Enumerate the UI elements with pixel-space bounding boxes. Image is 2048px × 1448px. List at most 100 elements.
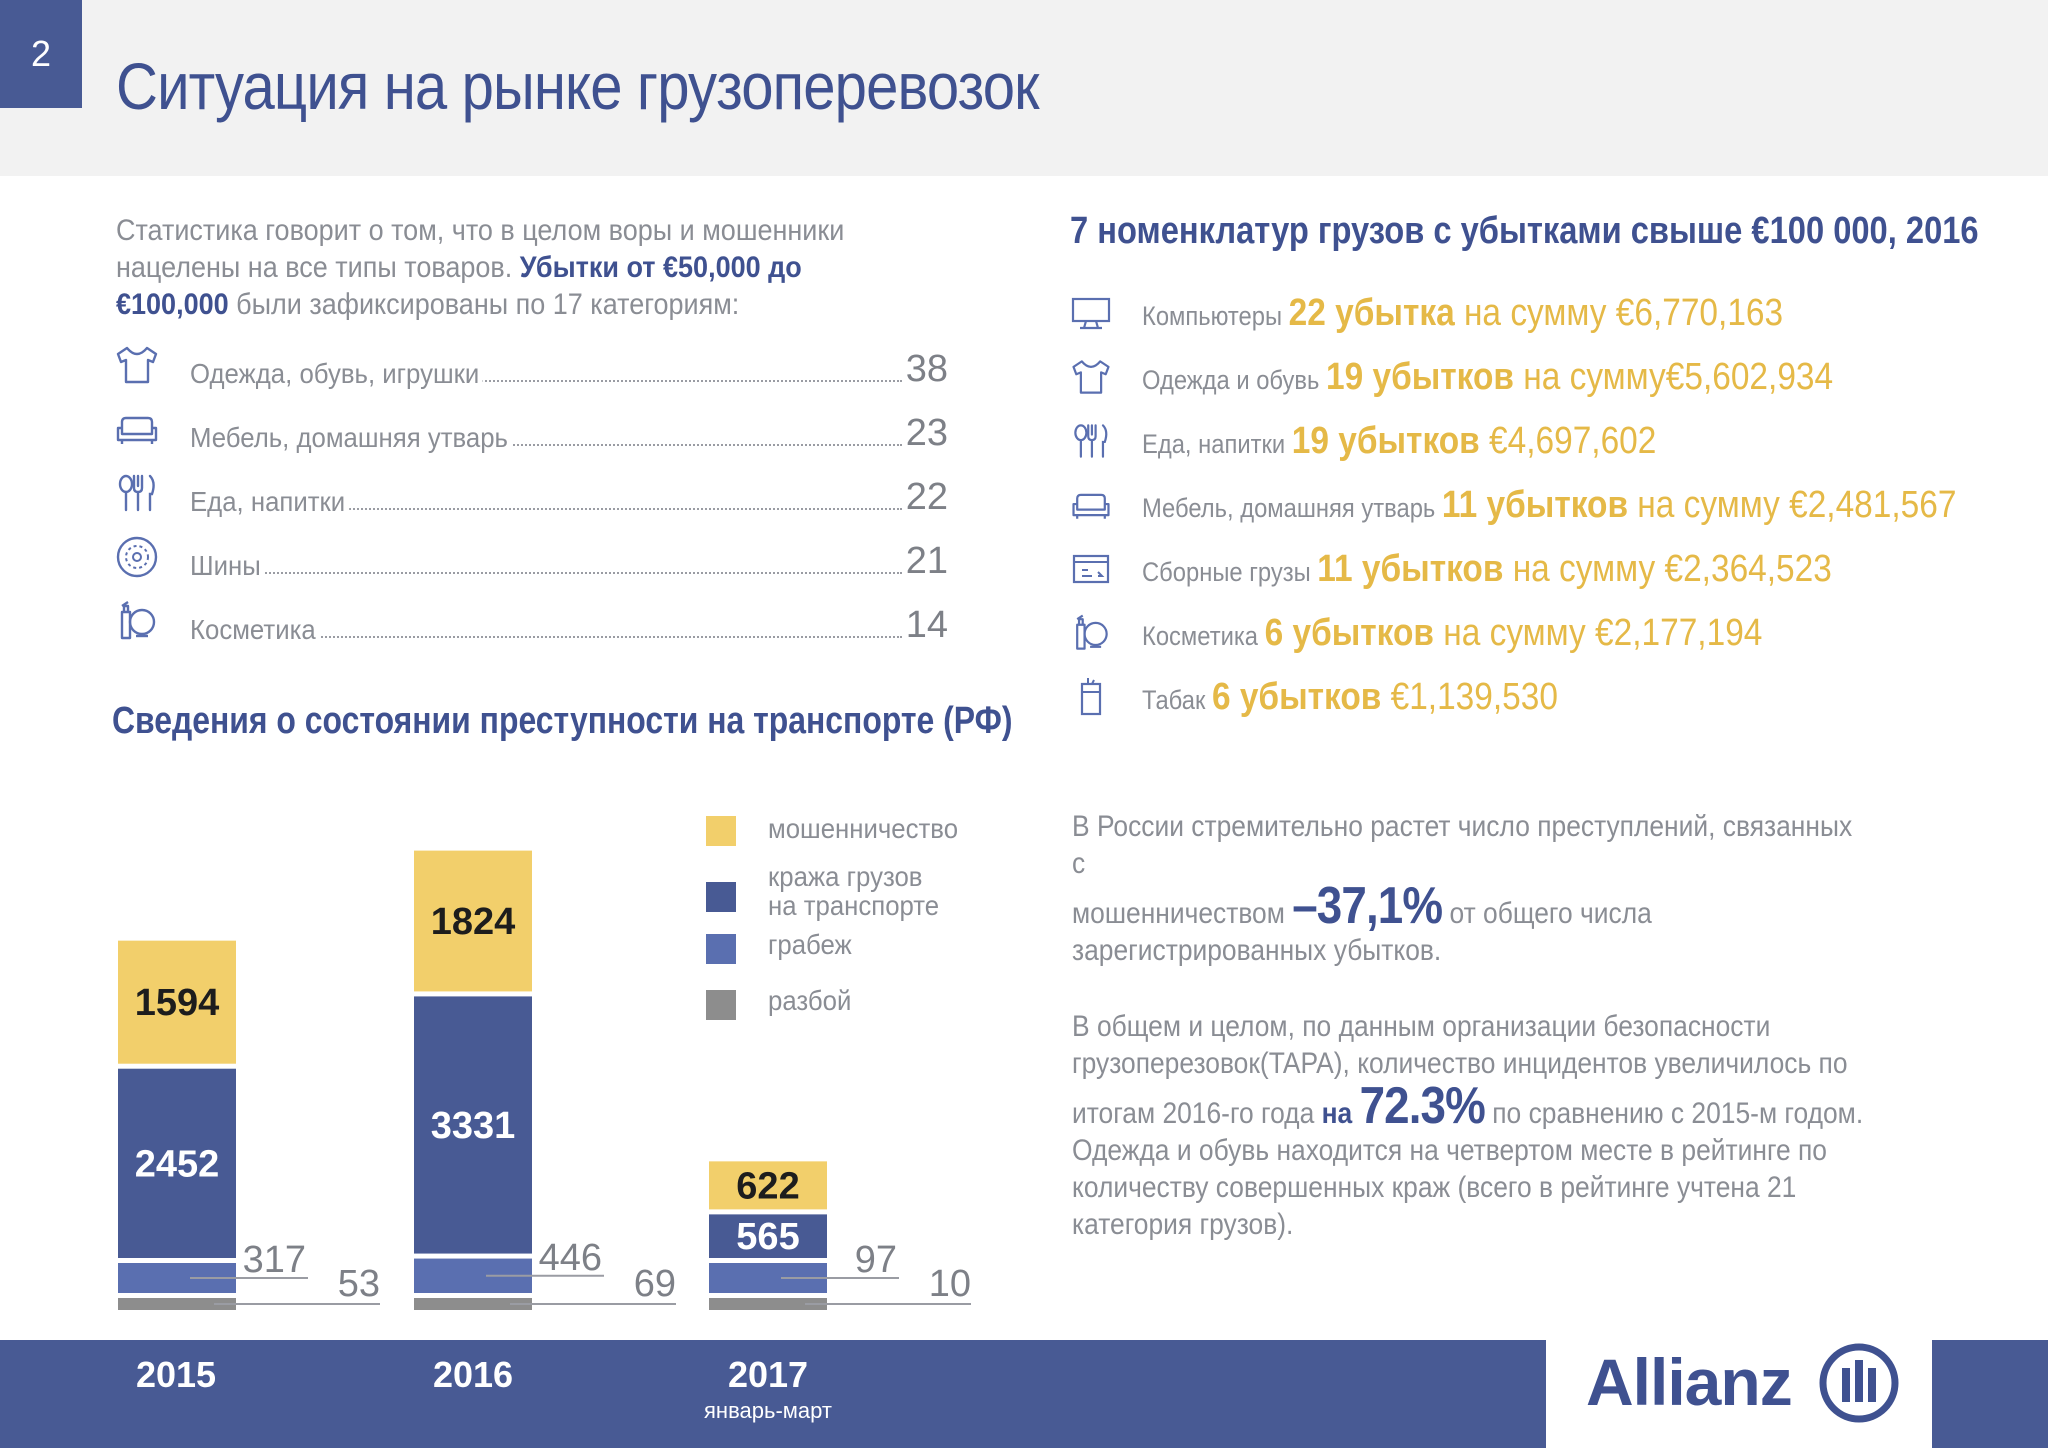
cutlery-icon [1074,424,1108,458]
data-label: 1594 [135,982,220,1024]
list-item: Еда, напитки 19 убытков €4,697,602 [1068,418,1968,470]
data-label: 53 [338,1263,380,1305]
para-line: Одежда и обувь находится на четвертом ме… [1072,1134,1827,1167]
para-text: от общего числа [1442,897,1652,930]
data-label: 97 [855,1239,897,1281]
tshirt-icon [116,346,158,384]
x-tick-sublabel: январь-март [704,1398,832,1423]
loss-count: 19 убытков [1326,356,1514,398]
header [0,0,2048,176]
loss-category: Мебель, домашняя утварь [1142,493,1442,523]
legend-label: разбой [768,985,852,1016]
sofa-icon [1072,493,1110,519]
loss-text: Компьютеры 22 убытка на сумму €6,770,163 [1142,290,1783,344]
tapa-paragraph: В общем и целом, по данным организации б… [1072,1008,1864,1243]
list-item: Сборные грузы 11 убытков на сумму €2,364… [1068,546,1968,598]
list-item: Компьютеры 22 убытка на сумму €6,770,163 [1068,290,1968,342]
leader-dots [190,636,902,638]
category-value: 23 [903,412,948,455]
para-line: В общем и целом, по данным организации б… [1072,1010,1771,1043]
cigarette-icon [1080,678,1102,716]
loss-text: Сборные грузы 11 убытков на сумму €2,364… [1142,546,1832,600]
intro-end: были зафиксированы по 17 категориям: [228,288,740,321]
leader-dots [190,508,902,510]
x-tick-label: 2017 [727,1354,809,1395]
para-bold: на [1321,1097,1360,1130]
leader-dots [190,444,902,446]
loss-count: 11 убытков [1441,484,1629,526]
crime-chart-title: Сведения о состоянии преступности на тра… [112,700,1013,742]
bar-segment [414,996,532,1254]
allianz-logo: Allianz [1546,1326,1932,1448]
intro-plain: Статистика говорит о том, что в целом во… [116,214,845,284]
cutlery-icon [118,474,155,512]
list-item: Косметика 6 убытков на сумму €2,177,194 [1068,610,1968,662]
para-line: категория грузов). [1072,1208,1294,1241]
monitor-icon [1071,297,1111,330]
legend-label: мошенничество [768,813,959,844]
list-item: Одежда, обувь, игрушки 38 [112,340,948,392]
para-text: по сравнению с 2015-м годом. [1484,1097,1864,1130]
legend-label: грабеж [768,929,852,960]
loss-text: Одежда и обувь 19 убытков на сумму€5,602… [1142,354,1833,408]
loss-list-title: 7 номенклатур грузов с убытками свыше €1… [1070,210,1979,252]
list-item: Косметика 14 [112,596,948,648]
category-value: 21 [903,540,948,583]
intro-text: Статистика говорит о том, что в целом во… [116,212,872,323]
loss-sum: €1,139,530 [1381,676,1558,718]
intro-bold: Убытки от €50,000 до €100,000 [116,251,802,321]
para-text: мошенничеством [1072,897,1293,930]
loss-count: 6 убытков [1211,676,1382,718]
category-value: 38 [903,348,948,391]
para-line: зарегистрированных убытков. [1072,934,1442,967]
tire-icon [116,536,158,578]
loss-sum: на сумму€5,602,934 [1513,356,1834,398]
bar-segment [118,1298,236,1310]
bar-segment [118,1263,236,1293]
list-item: Мебель, домашняя утварь 23 [112,404,948,456]
data-label: 446 [539,1237,602,1279]
category-label: Одежда, обувь, игрушки [190,358,483,390]
list-item: Табак 6 убытков €1,139,530 [1068,674,1968,726]
fraud-percent: –37,1% [1292,877,1443,935]
loss-category: Одежда и обувь [1142,365,1327,395]
loss-category: Косметика [1142,621,1265,651]
para-line: итогам 2016-го года на 72.3% по сравнени… [1072,1080,1864,1132]
category-label: Косметика [190,614,320,646]
x-tick-label: 2015 [135,1354,217,1395]
loss-text: Табак 6 убытков €1,139,530 [1142,674,1558,728]
legend-swatch [706,882,736,912]
loss-count: 22 убытка [1288,292,1455,334]
loss-sum: на сумму €2,481,567 [1628,484,1957,526]
loss-category: Сборные грузы [1142,557,1318,587]
loss-sum: на сумму €6,770,163 [1454,292,1784,334]
x-tick-label: 2016 [432,1354,514,1395]
bar-segment [709,1214,827,1258]
leader-dots [190,380,902,382]
loss-sum: на сумму €2,364,523 [1503,548,1832,590]
category-value: 22 [903,476,948,519]
loss-text: Косметика 6 убытков на сумму €2,177,194 [1142,610,1762,664]
para-line: грузоперезовок(TAPA), количество инциден… [1072,1047,1848,1080]
bar-segment [414,1258,532,1293]
list-item: Мебель, домашняя утварь 11 убытков на су… [1068,482,1968,534]
para-line: мошенничеством –37,1% от общего числа [1072,880,1864,932]
list-item: Еда, напитки 22 [112,468,948,520]
loss-count: 6 убытков [1264,612,1434,654]
allianz-eagle-icon [1819,1343,1899,1423]
logo-wordmark: Allianz [1586,1345,1793,1419]
list-item: Одежда и обувь 19 убытков на сумму€5,602… [1068,354,1968,406]
leader-dots [190,572,902,574]
bar-segment [118,1068,236,1258]
bar-segment [118,940,236,1064]
data-label: 622 [736,1165,799,1207]
page-title: Ситуация на рынке грузоперевозок [116,49,1040,123]
legend-swatch [706,816,736,846]
legend-swatch [706,990,736,1020]
loss-category: Еда, напитки [1142,429,1292,459]
para-line: количеству совершенных краж (всего в рей… [1072,1171,1797,1204]
para-text: итогам 2016-го года [1072,1097,1322,1130]
bar-segment [414,850,532,992]
loss-category: Табак [1142,685,1212,715]
loss-count: 19 убытков [1291,420,1480,462]
